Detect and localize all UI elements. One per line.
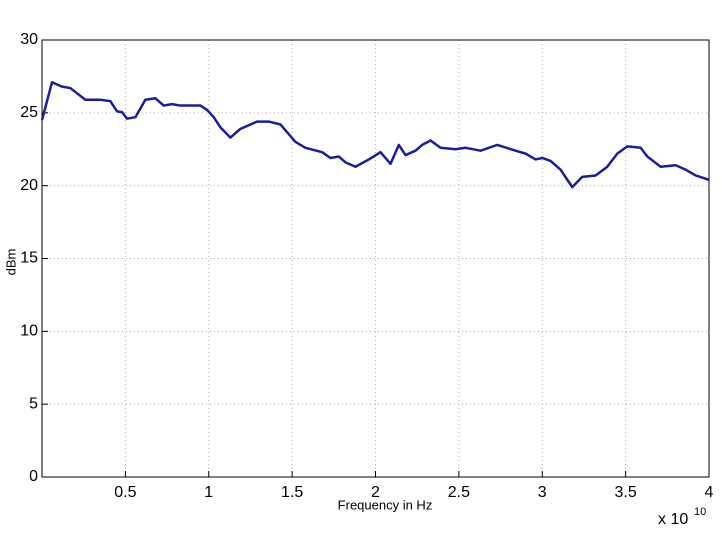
y-tick-label: 25 bbox=[20, 104, 38, 121]
y-tick-label: 10 bbox=[20, 323, 38, 340]
x-tick-label: 3.5 bbox=[615, 484, 637, 501]
x-tick-label: 0.5 bbox=[114, 484, 136, 501]
x-exponent: 10 bbox=[694, 506, 706, 518]
y-tick-label: 20 bbox=[20, 177, 38, 194]
y-tick-label: 5 bbox=[29, 395, 38, 412]
y-tick-label: 30 bbox=[20, 31, 38, 48]
x-exponent-base: x 10 bbox=[658, 511, 688, 528]
plot-frame bbox=[41, 39, 710, 478]
x-tick-label: 4 bbox=[705, 484, 714, 501]
data-line bbox=[40, 80, 710, 189]
x-tick-label: 1.5 bbox=[281, 484, 303, 501]
x-tick-label: 1 bbox=[204, 484, 213, 501]
y-axis-label: dBm bbox=[3, 249, 18, 276]
x-tick-label: 2 bbox=[371, 484, 380, 501]
y-tick-label: 15 bbox=[20, 250, 38, 267]
x-tick-label: 2.5 bbox=[448, 484, 470, 501]
x-tick-label: 3 bbox=[538, 484, 547, 501]
y-tick-label: 0 bbox=[29, 468, 38, 485]
x-axis-label: Frequency in Hz bbox=[338, 497, 433, 512]
